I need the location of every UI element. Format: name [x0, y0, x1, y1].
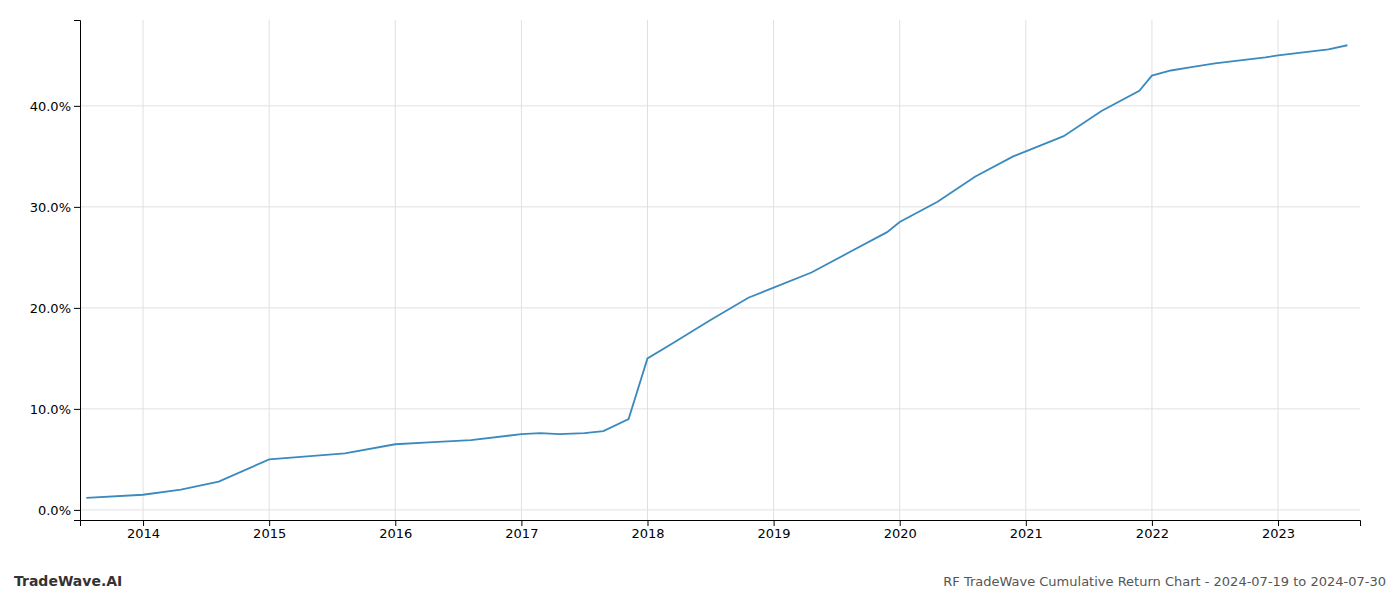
x-tick-label: 2020 [884, 526, 917, 541]
y-axis: 0.0% 10.0% 20.0% 30.0% 40.0% [30, 21, 81, 521]
x-tick-mark [1026, 520, 1027, 526]
x-tick-label: 2022 [1136, 526, 1169, 541]
y-tick-mark [74, 409, 80, 410]
grid-line-y [80, 307, 1360, 308]
line [86, 45, 1347, 498]
x-tick-mark [395, 520, 396, 526]
x-tick-label: 2021 [1010, 526, 1043, 541]
y-axis-line [74, 21, 81, 521]
x-axis: 2014 2015 2016 2017 2018 2019 2020 2021 2022 2023 [81, 520, 1361, 541]
x-tick-mark [1152, 520, 1153, 526]
y-tick: 0.0% [38, 503, 80, 518]
x-tick: 2023 [1262, 520, 1295, 541]
y-tick: 10.0% [30, 402, 80, 417]
x-tick: 2016 [379, 520, 412, 541]
grid-line-x [521, 20, 522, 520]
x-tick-mark [900, 520, 901, 526]
y-tick-mark [74, 207, 80, 208]
chart: 2014 2015 2016 2017 2018 2019 2020 2021 2022 2023… [0, 0, 1400, 600]
x-tick-mark [521, 520, 522, 526]
watermark: TradeWave.AI [14, 573, 122, 589]
x-tick-mark [774, 520, 775, 526]
x-tick-mark [143, 520, 144, 526]
x-tick: 2015 [253, 520, 286, 541]
grid [80, 20, 1360, 520]
x-tick: 2018 [631, 520, 664, 541]
y-tick: 30.0% [30, 200, 80, 215]
x-tick: 2017 [505, 520, 538, 541]
x-tick-label: 2019 [758, 526, 791, 541]
y-tick-label: 40.0% [30, 99, 71, 114]
grid-line-x [143, 20, 144, 520]
x-tick-mark [647, 520, 648, 526]
y-tick: 40.0% [30, 99, 80, 114]
plot: 2014 2015 2016 2017 2018 2019 2020 2021 2022 2023… [30, 20, 1361, 541]
x-tick-label: 2016 [379, 526, 412, 541]
x-tick: 2014 [127, 520, 160, 541]
grid-line-y [80, 206, 1360, 207]
grid-line-y [80, 105, 1360, 106]
x-axis-line [81, 521, 1361, 527]
y-tick-mark [74, 308, 80, 309]
y-tick-label: 20.0% [30, 301, 71, 316]
x-tick-label: 2014 [127, 526, 160, 541]
title: RF TradeWave Cumulative Return Chart - 2… [943, 574, 1386, 589]
x-tick-mark [269, 520, 270, 526]
x-tick-label: 2017 [505, 526, 538, 541]
y-tick-mark [74, 510, 80, 511]
marks [86, 45, 1347, 498]
grid-line-x [1278, 20, 1279, 520]
x-tick: 2022 [1136, 520, 1169, 541]
grid-line-x [1151, 20, 1152, 520]
grid-line-x [647, 20, 648, 520]
y-tick-mark [74, 106, 80, 107]
y-tick-label: 10.0% [30, 402, 71, 417]
grid-line-y [80, 509, 1360, 510]
x-tick-label: 2023 [1262, 526, 1295, 541]
y-tick-label: 0.0% [38, 503, 71, 518]
grid-line-x [1025, 20, 1026, 520]
x-tick-label: 2015 [253, 526, 286, 541]
grid-line-x [269, 20, 270, 520]
grid-line-x [773, 20, 774, 520]
x-tick: 2021 [1010, 520, 1043, 541]
y-tick-label: 30.0% [30, 200, 71, 215]
y-tick: 20.0% [30, 301, 80, 316]
x-tick-label: 2018 [631, 526, 664, 541]
x-tick-mark [1278, 520, 1279, 526]
grid-line-y [80, 408, 1360, 409]
grid-line-x [899, 20, 900, 520]
x-tick: 2020 [884, 520, 917, 541]
x-tick: 2019 [758, 520, 791, 541]
